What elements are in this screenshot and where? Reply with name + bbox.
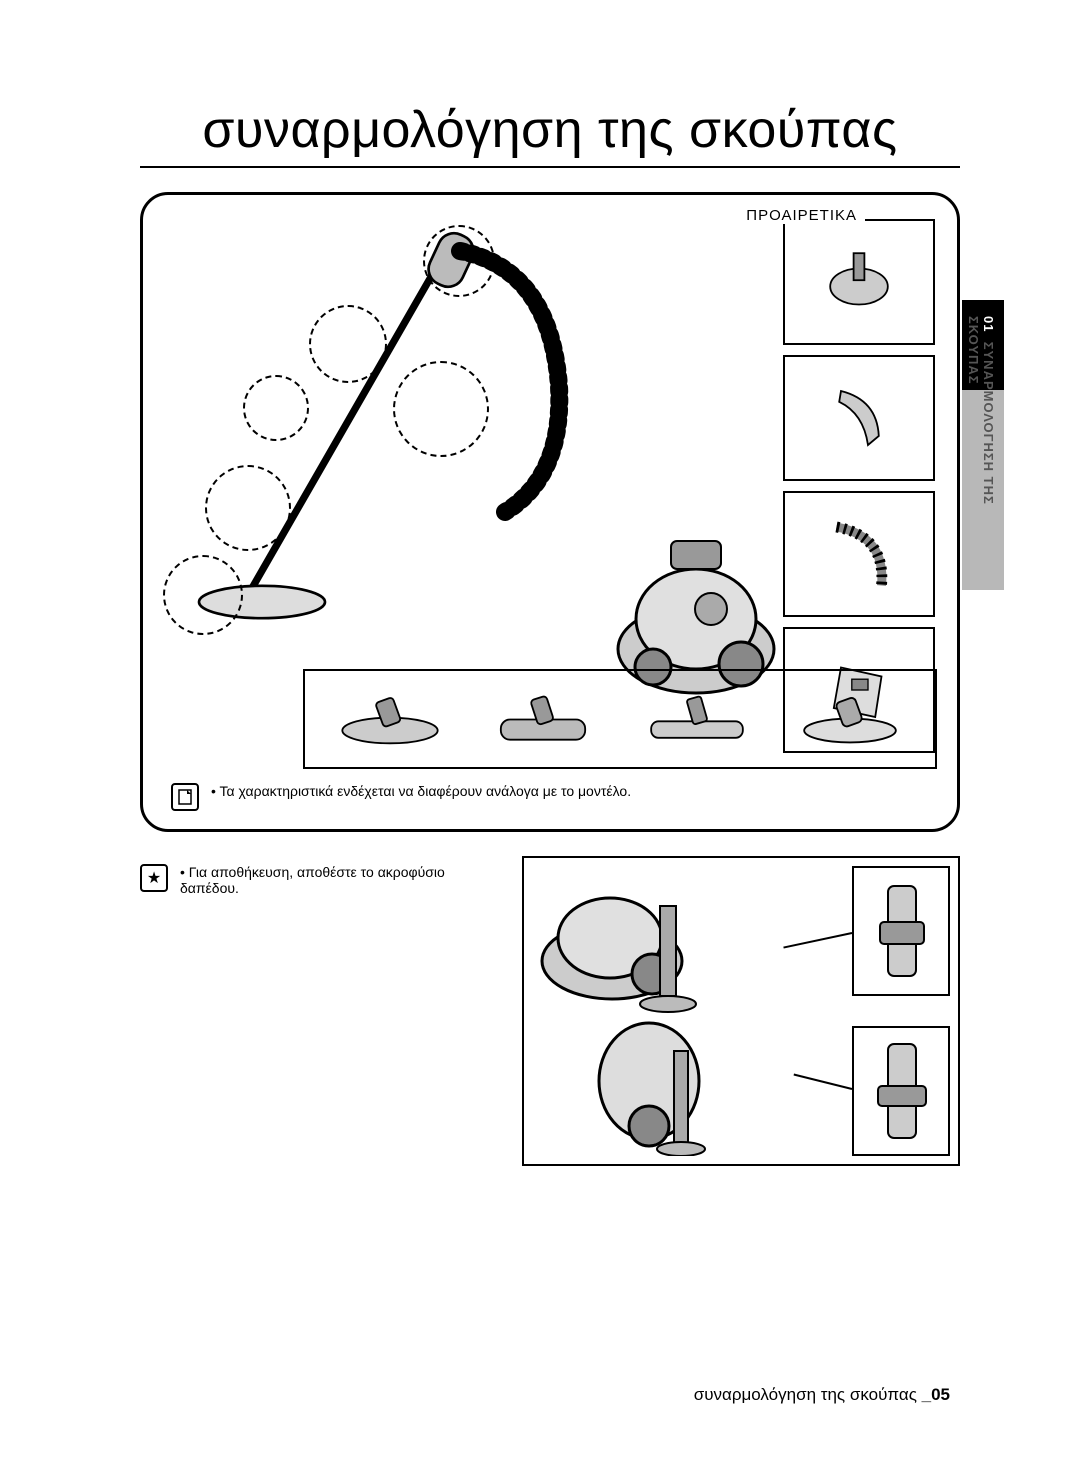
storage-vertical-view [584,1011,714,1156]
floor-nozzle-1 [322,683,457,755]
optional-handle-attachment [783,355,935,481]
note-icon [171,783,199,811]
park-clip-detail-1 [852,866,950,996]
tube-extension-callout [163,555,243,635]
model-variation-note: Τα χαρακτηριστικά ενδέχεται να διαφέρουν… [211,783,631,799]
tube-lower-callout [205,465,291,551]
page-footer: συναρμολόγηση της σκούπας _05 [694,1385,950,1405]
storage-horizontal-view [532,866,702,1016]
assembly-main-illustration [163,215,643,685]
park-clip-detail-2 [852,1026,950,1156]
storage-diagram-panel [522,856,960,1166]
floor-nozzles-row [303,669,937,769]
handle-grip-callout [309,305,387,383]
optional-hose-section [783,491,935,617]
floor-nozzle-2 [476,683,611,755]
hose-end-callout [423,225,495,297]
floor-nozzle-3 [629,683,764,755]
accessory-clip-callout [393,361,489,457]
page-title: συναρμολόγηση της σκούπας [140,100,960,168]
tip-icon: ★ [140,864,168,892]
tube-joint-callout [243,375,309,441]
optional-accessories-label: ΠΡΟΑΙΡΕΤΙΚΑ [738,207,865,224]
section-index-label: 01 ΣΥΝΑΡΜΟΛΟΓΗΣΗ ΤΗΣ ΣΚΟΥΠΑΣ [966,316,996,576]
storage-tip-text: • Για αποθήκευση, αποθέστε το ακροφύσιο … [180,864,500,896]
vacuum-body-illustration [611,479,781,699]
floor-nozzle-4 [783,683,918,755]
assembly-diagram-panel: ΠΡΟΑΙΡΕΤΙΚΑ [140,192,960,832]
optional-brush-attachment [783,219,935,345]
